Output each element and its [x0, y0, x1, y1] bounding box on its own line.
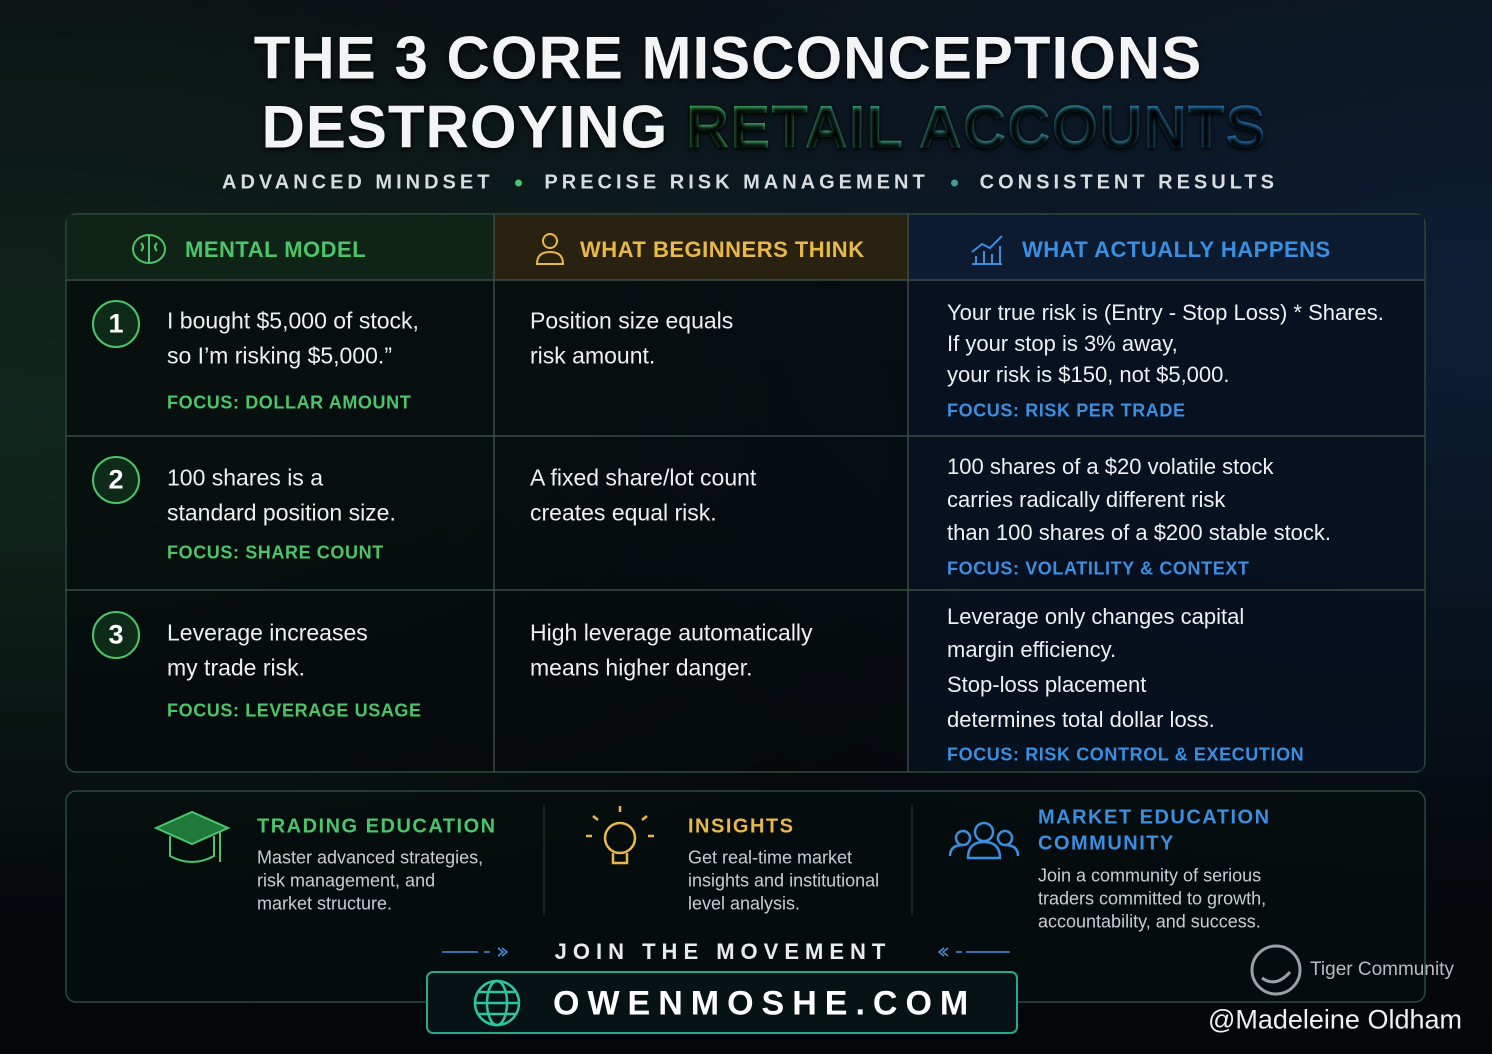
claim-text: Leverage increases — [167, 619, 368, 646]
watermark-author: @Madeleine Oldham — [1207, 1004, 1462, 1035]
watermark-brand: Tiger Community — [1310, 959, 1454, 980]
column-header: MENTAL MODEL — [185, 237, 367, 262]
actual-text: your risk is $150, not $5,000. — [947, 362, 1230, 387]
feature-text: Join a community of serious — [1038, 865, 1262, 886]
feature-text: risk management, and — [257, 870, 436, 891]
beginner-text: risk amount. — [530, 342, 656, 369]
beginner-text: creates equal risk. — [530, 499, 717, 526]
tagline: ADVANCED MINDSET PRECISE RISK MANAGEMENT… — [222, 172, 1278, 195]
focus-label: FOCUS: VOLATILITY & CONTEXT — [947, 558, 1250, 579]
claim-text: I bought $5,000 of stock, — [167, 307, 419, 334]
claim-text: standard position size. — [167, 499, 396, 526]
tag-item: PRECISE RISK MANAGEMENT — [544, 171, 929, 194]
row-number: 1 — [108, 308, 124, 339]
tag-item: CONSISTENT RESULTS — [979, 171, 1278, 194]
bullet — [950, 179, 958, 187]
beginner-text: means higher danger. — [530, 654, 753, 681]
cta-text: JOIN THE MOVEMENT — [554, 939, 892, 964]
website-link[interactable]: OWENMOSHE.COM — [553, 984, 977, 1023]
actual-text: margin efficiency. — [947, 637, 1117, 662]
feature-title: INSIGHTS — [688, 815, 795, 838]
focus-label: FOCUS: RISK CONTROL & EXECUTION — [947, 744, 1305, 765]
actual-text: Stop-loss placement — [947, 672, 1147, 697]
actual-text: If your stop is 3% away, — [947, 331, 1178, 356]
feature-text: Get real-time market — [688, 847, 853, 868]
feature-text: accountability, and success. — [1038, 911, 1261, 932]
column-header: WHAT ACTUALLY HAPPENS — [1022, 237, 1331, 262]
feature-text: level analysis. — [688, 893, 801, 914]
focus-label: FOCUS: SHARE COUNT — [167, 542, 384, 563]
feature-text: insights and institutional — [688, 870, 880, 891]
actual-text: determines total dollar loss. — [947, 707, 1215, 732]
row-number: 3 — [108, 619, 124, 650]
focus-label: FOCUS: RISK PER TRADE — [947, 400, 1186, 421]
title-line-1: THE 3 CORE MISCONCEPTIONS — [253, 24, 1203, 92]
actual-text: Leverage only changes capital — [947, 604, 1245, 629]
feature-title: COMMUNITY — [1038, 832, 1175, 855]
feature-text: Master advanced strategies, — [257, 847, 484, 868]
actual-text: than 100 shares of a $200 stable stock. — [947, 520, 1332, 545]
focus-label: FOCUS: LEVERAGE USAGE — [167, 700, 422, 721]
actual-text: Your true risk is (Entry - Stop Loss) * … — [947, 300, 1384, 325]
title-line-2: DESTROYING RETAIL ACCOUNTS — [262, 93, 1267, 162]
actual-text: 100 shares of a $20 volatile stock — [947, 454, 1274, 479]
feature-title: TRADING EDUCATION — [257, 815, 497, 838]
feature-title: MARKET EDUCATION — [1038, 806, 1271, 829]
feature-text: market structure. — [257, 893, 393, 914]
claim-text: my trade risk. — [167, 654, 306, 681]
title-highlight: RETAIL ACCOUNTS — [685, 93, 1267, 161]
beginner-text: Position size equals — [530, 307, 734, 334]
feature-text: traders committed to growth, — [1038, 888, 1267, 909]
claim-text: so I’m risking $5,000.” — [167, 342, 392, 369]
actual-text: carries radically different risk — [947, 487, 1226, 512]
bullet — [515, 179, 523, 187]
row-number: 2 — [108, 464, 124, 495]
title-part: DESTROYING — [261, 93, 669, 161]
beginner-text: A fixed share/lot count — [530, 464, 757, 491]
focus-label: FOCUS: DOLLAR AMOUNT — [167, 392, 412, 413]
claim-text: 100 shares is a — [167, 464, 323, 491]
beginner-text: High leverage automatically — [530, 619, 813, 646]
tag-item: ADVANCED MINDSET — [222, 171, 494, 194]
column-header: WHAT BEGINNERS THINK — [580, 237, 865, 262]
